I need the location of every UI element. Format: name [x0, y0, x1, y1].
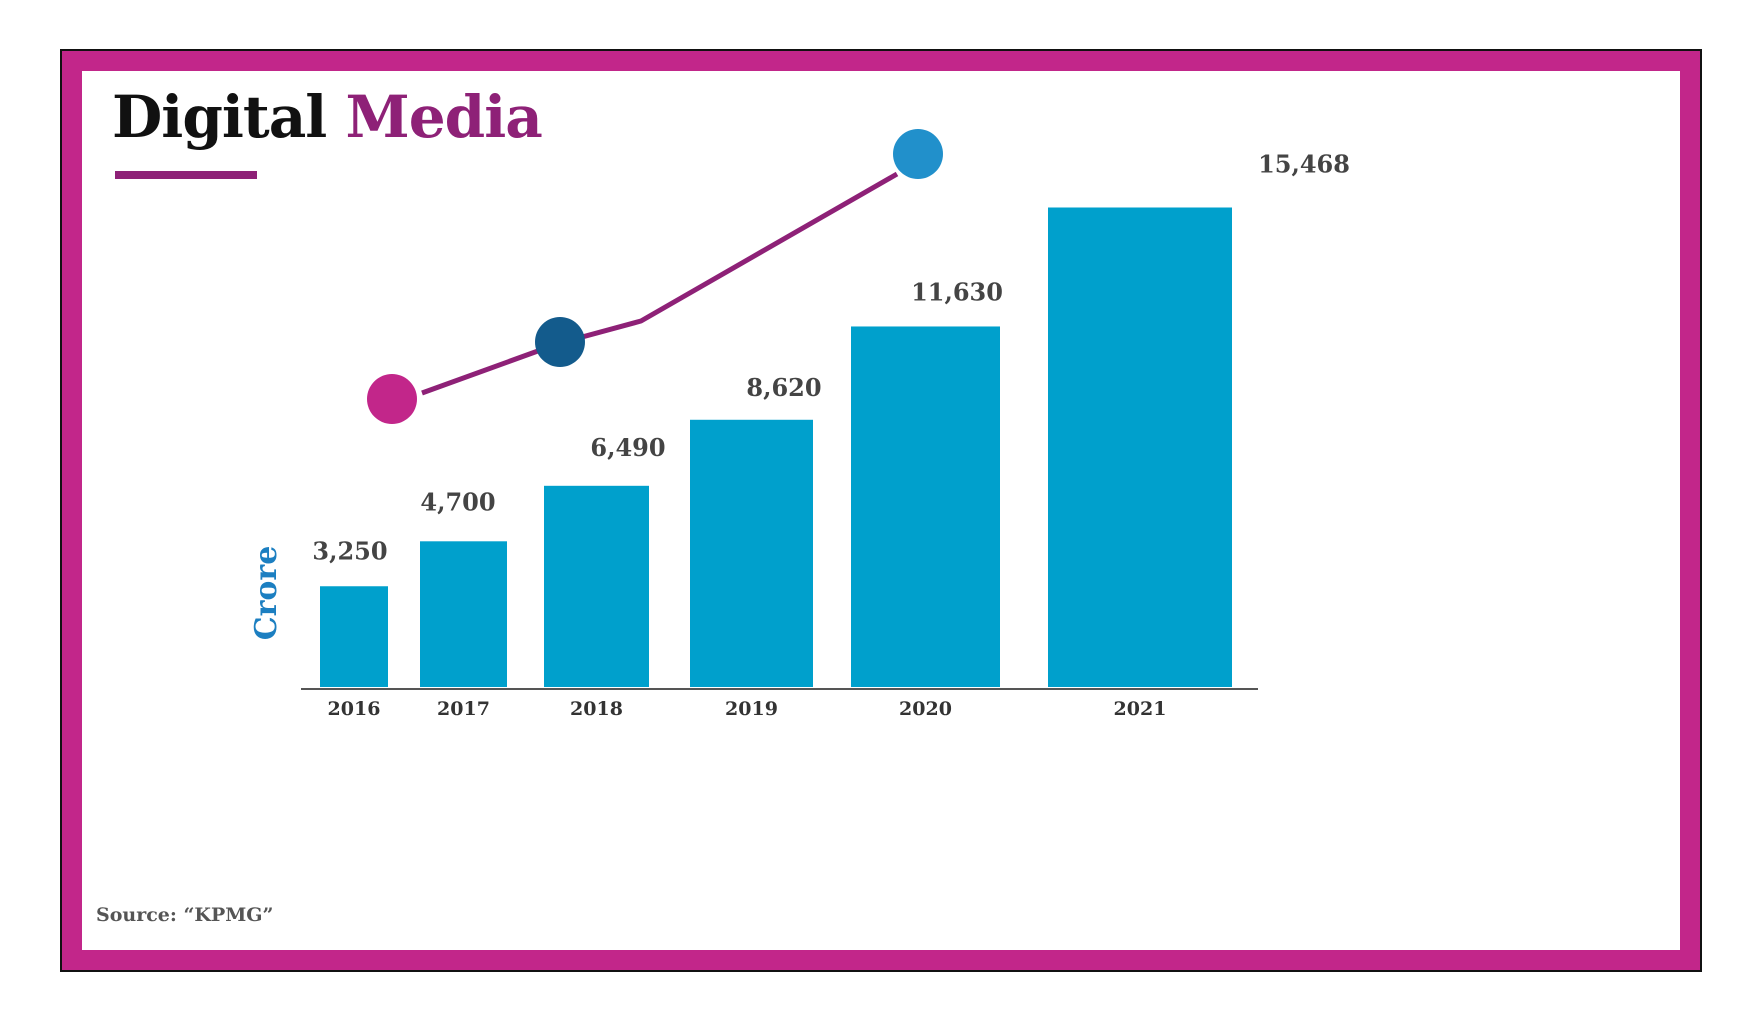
title-underline: [115, 171, 257, 179]
x-tick-label-2016: 2016: [328, 698, 381, 720]
page-title: Digital Media: [112, 83, 543, 151]
bar-chart: 2016 2017 2018 2019 2020 2021 3,250 4,700 6,490…: [249, 129, 1350, 720]
bar-2018: [544, 485, 649, 687]
source-note: Source: “KPMG”: [96, 904, 274, 926]
x-tick-label-2018: 2018: [570, 698, 623, 720]
x-tick-label-2019: 2019: [725, 698, 778, 720]
bars-group: [320, 207, 1232, 687]
bar-2019: [690, 419, 813, 687]
chart-frame: Digital Media 2016 2017 2018 2019 2020 2021 3…: [60, 49, 1702, 972]
bar-2021: [1048, 207, 1232, 687]
value-label-2016: 3,250: [312, 536, 387, 565]
value-label-2017: 4,700: [420, 487, 495, 516]
value-label-2021: 15,468: [1258, 149, 1350, 178]
value-label-2019: 8,620: [746, 373, 821, 402]
trend-line: [421, 171, 899, 396]
trend-marker-2017: [535, 317, 585, 367]
trend-line-group: [367, 129, 943, 424]
value-label-2020: 11,630: [911, 277, 1003, 306]
x-tick-label-2020: 2020: [899, 698, 952, 720]
x-tick-labels-group: 2016 2017 2018 2019 2020 2021: [328, 698, 1167, 720]
title-word-digital: Digital: [112, 83, 327, 151]
value-labels-group: 3,250 4,700 6,490 8,620 11,630 15,468: [312, 149, 1350, 565]
x-tick-label-2021: 2021: [1114, 698, 1167, 720]
trend-marker-2020: [893, 129, 943, 179]
bar-2017: [420, 541, 507, 687]
title-word-media: Media: [345, 83, 543, 151]
x-tick-label-2017: 2017: [437, 698, 490, 720]
chart-panel: Digital Media 2016 2017 2018 2019 2020 2021 3…: [82, 71, 1680, 950]
y-axis-label: Crore: [249, 546, 284, 641]
value-label-2018: 6,490: [590, 433, 665, 462]
bar-2020: [851, 326, 1000, 687]
trend-marker-2016: [367, 374, 417, 424]
bar-2016: [320, 586, 388, 687]
